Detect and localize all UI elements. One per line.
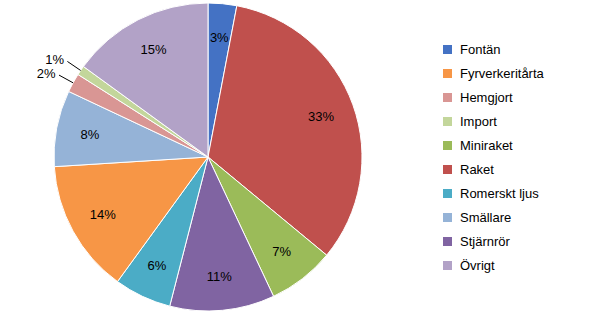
svg-text:33%: 33% [308,109,334,124]
html-text:Smällare: Smällare [460,209,512,225]
html-text:Övrigt: Övrigt [460,257,495,273]
svg-text:14%: 14% [90,207,116,222]
html-text:Fontän: Fontän [460,41,501,57]
svg-text:3%: 3% [210,30,229,45]
html-text:Raket: Raket [460,161,494,177]
svg-text:11%: 11% [207,269,232,284]
html-text:Miniraket: Miniraket [460,137,513,153]
html-text:Stjärnrör: Stjärnrör [460,233,510,249]
html-text:Import: Import [460,113,497,129]
svg-text:2%: 2% [37,66,56,81]
svg-text:8%: 8% [81,127,100,142]
svg-text:7%: 7% [272,244,291,259]
svg-text:6%: 6% [147,258,166,273]
svg-text:1%: 1% [45,52,64,67]
html-text:Romerskt ljus: Romerskt ljus [460,185,539,201]
svg-text:15%: 15% [140,42,166,57]
html-text:Hemgjort: Hemgjort [460,89,513,105]
html-text:Fyrverkeritårta: Fyrverkeritårta [460,65,544,81]
